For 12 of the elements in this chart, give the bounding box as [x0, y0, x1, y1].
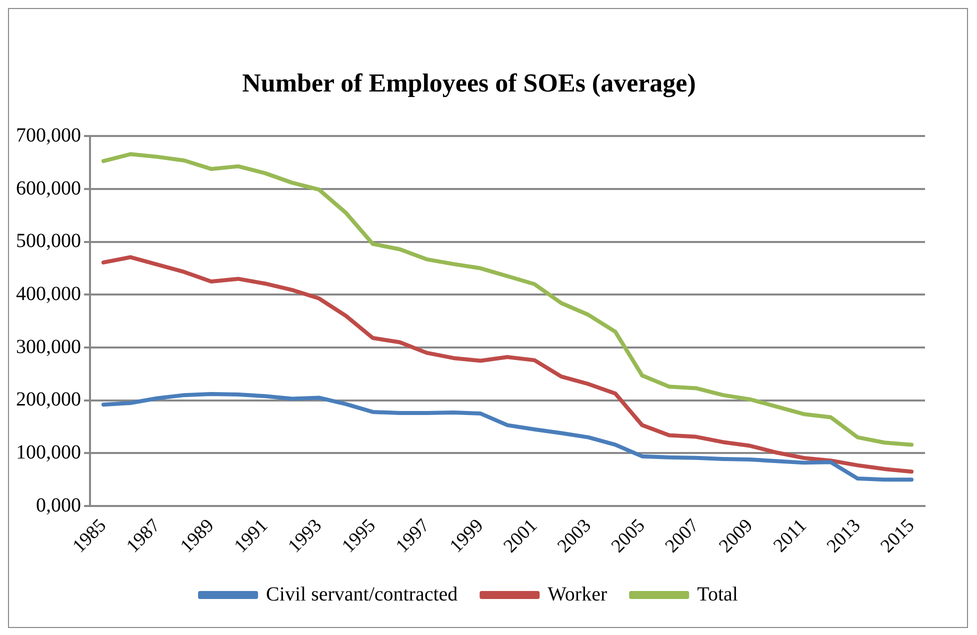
y-tick-label: 700,000 [16, 124, 81, 146]
y-tick-label: 400,000 [16, 282, 81, 305]
chart-title: Number of Employees of SOEs (average) [242, 68, 696, 98]
y-tick-label: 100,000 [16, 441, 81, 464]
y-tick-label: 600,000 [16, 177, 81, 200]
y-tick-label: 0,000 [36, 494, 81, 516]
legend-label: Total [697, 583, 738, 606]
y-tick-label: 200,000 [16, 388, 81, 411]
legend-label: Civil servant/contracted [266, 583, 458, 606]
legend-label: Worker [548, 583, 608, 606]
y-tick-label: 300,000 [16, 336, 81, 358]
y-tick-label: 500,000 [16, 230, 81, 252]
